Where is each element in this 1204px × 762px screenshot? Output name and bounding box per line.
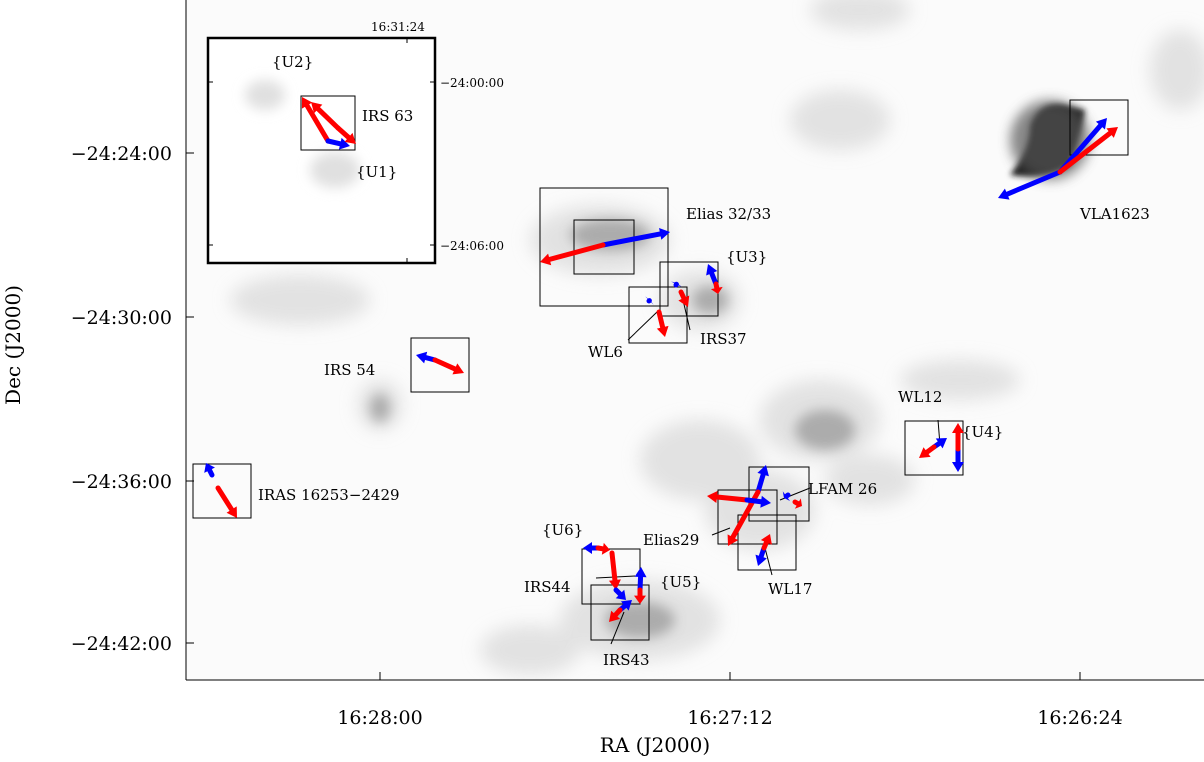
source-box [717,489,778,545]
red-lobe-arrow [792,498,802,509]
x-tick-label: 16:26:24 [1037,707,1122,729]
leader-line [764,547,773,576]
source-label: WL12 [898,388,942,406]
blue-lobe-arrow [613,587,626,600]
source-labels: Elias 32/33 {U3} IRS37 WL6 VLA1623 IRS 54 WL12… [258,205,1150,669]
inset-panel: 16:31:24 −24:00:00 −24:06:00 {U2} IRS 63… [206,20,504,265]
outflow-arrows [204,97,1118,622]
red-lobe-arrow [595,542,610,555]
source-label: {U4} [962,423,1003,441]
red-lobe-arrow [215,485,237,518]
red-lobe-arrow [710,281,723,294]
source-label: VLA1623 [1079,205,1150,223]
source-label: Elias29 [643,531,699,549]
inset-y-tick-label: −24:00:00 [440,76,504,90]
inset-label-u2: {U2} [272,53,313,71]
red-lobe-arrow [656,309,669,337]
source-label: IRS44 [524,578,571,596]
source-label: WL17 [768,580,812,598]
source-box [410,337,470,393]
red-lobe-arrow [952,423,964,452]
y-tick-label: −24:24:00 [71,143,172,165]
red-lobe-arrow [609,607,623,622]
source-label: IRS 54 [324,361,375,379]
red-lobe-arrow [707,491,750,503]
source-box [590,584,650,641]
blue-lobe-arrow [998,169,1063,200]
y-tick-label: −24:42:00 [71,633,172,655]
blue-lobe-arrow [782,491,791,501]
source-label: {U5} [660,573,701,591]
source-box [1069,99,1129,156]
leader-line [682,299,691,331]
source-box [573,219,635,275]
red-lobe-arrow [301,97,331,144]
source-label: {U3} [726,248,767,266]
axes [185,0,1204,681]
source-box [904,420,964,476]
axis-ticks: 16:28:00 16:27:12 16:26:24 −24:24:00 −24:30:… [71,143,1123,729]
inset-y-tick-label: −24:06:00 [440,239,504,253]
source-label: IRS43 [603,651,650,669]
inset-label-u1: {U1} [356,163,397,181]
x-axis-title: RA (J2000) [600,733,710,757]
red-lobe-arrow [311,102,341,131]
source-label: IRAS 16253−2429 [258,486,400,504]
blue-lobe-arrow [204,463,215,478]
source-box [539,187,669,307]
source-label: IRS37 [700,330,747,348]
red-lobe-arrow [1057,127,1118,175]
blue-lobe-arrow [645,296,654,305]
y-tick-label: −24:30:00 [71,307,172,329]
source-box [192,463,252,519]
blue-lobe-arrow [755,465,769,495]
red-lobe-arrow [678,289,690,307]
blue-lobe-arrow [671,281,682,288]
leader-line [711,527,731,536]
x-tick-label: 16:27:12 [687,707,772,729]
red-lobe-arrow [760,534,772,551]
red-lobe-arrow [919,444,937,458]
source-box [737,514,797,571]
red-lobe-arrow [608,550,621,590]
source-label: {U6} [542,521,583,539]
source-box [748,466,810,522]
source-label: Elias 32/33 [686,205,771,223]
leader-line [610,611,625,645]
source-label: WL6 [588,343,623,361]
source-label: LFAM 26 [808,480,877,498]
inset-label-irs63: IRS 63 [362,107,413,125]
leader-line [627,311,658,341]
source-boxes [192,99,1129,641]
y-tick-label: −24:36:00 [71,471,172,493]
blue-lobe-arrow [744,495,771,508]
inset-source-box [300,95,356,151]
red-lobe-arrow [432,357,464,375]
red-lobe-arrow [335,125,356,144]
blue-lobe-arrow [325,137,350,150]
y-axis-title: Dec (J2000) [1,285,25,405]
red-lobe-arrow [634,587,646,604]
red-lobe-arrow [540,242,606,266]
inset-x-tick-label: 16:31:24 [371,20,425,34]
blue-lobe-arrow [600,228,670,248]
x-tick-label: 16:28:00 [337,707,422,729]
